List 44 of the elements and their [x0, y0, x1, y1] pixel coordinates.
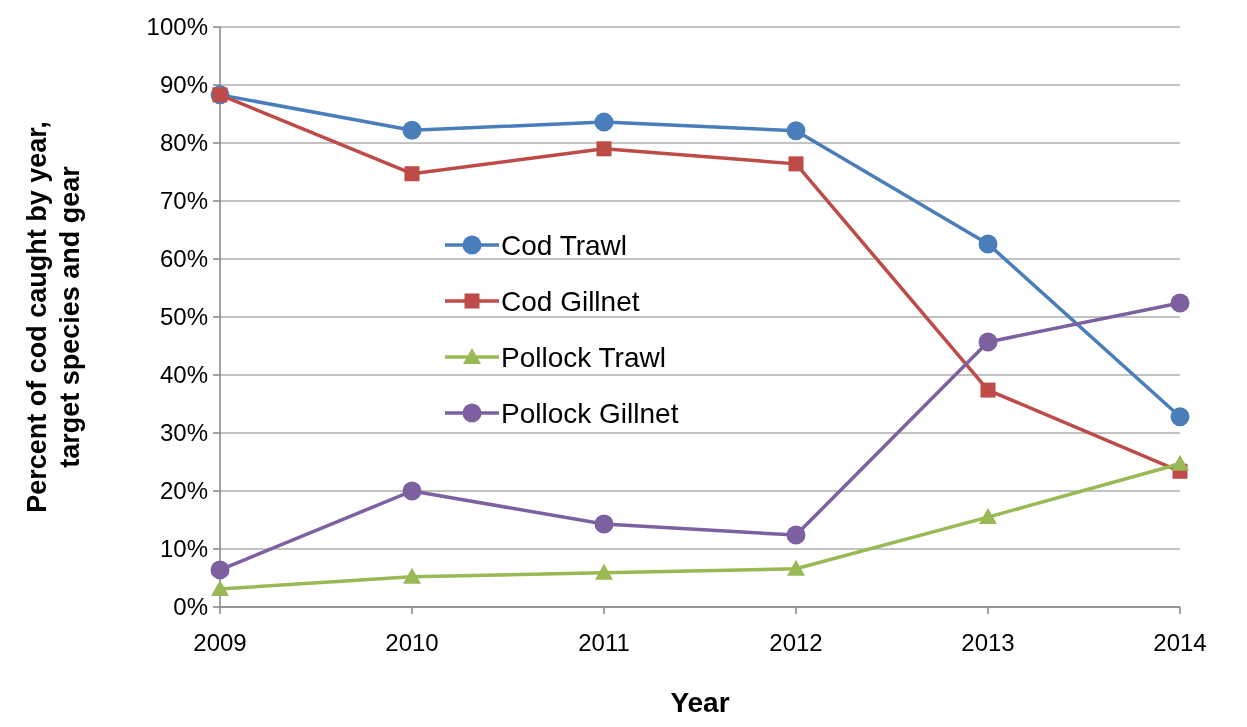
point: [594, 112, 614, 132]
legend-label: Pollock Gillnet: [501, 397, 679, 429]
point: [402, 481, 422, 501]
point: [787, 559, 805, 576]
y-tick-label: 20%: [159, 477, 208, 505]
point: [594, 514, 614, 534]
point: [786, 121, 806, 141]
legend-label: Cod Trawl: [501, 229, 628, 261]
y-tick-label: 30%: [159, 419, 208, 447]
x-axis-title: Year: [670, 687, 730, 718]
y-tick-label: 50%: [159, 303, 208, 331]
point: [788, 156, 804, 172]
point: [980, 382, 996, 398]
point: [979, 508, 997, 525]
y-tick-label: 80%: [159, 129, 208, 157]
x-tick-label: 2009: [193, 629, 247, 656]
y-tick-label: 40%: [159, 361, 208, 389]
point: [211, 580, 229, 597]
x-tick-label: 2010: [385, 629, 439, 656]
y-tick-label: 70%: [159, 187, 208, 215]
y-tick-label: 0%: [173, 593, 208, 621]
point: [402, 120, 422, 140]
point: [595, 563, 613, 580]
y-tick-label: 10%: [159, 535, 208, 563]
point: [404, 166, 420, 182]
point: [1170, 407, 1190, 427]
x-tick-label: 2013: [961, 629, 1015, 656]
point: [978, 234, 998, 254]
point: [596, 141, 612, 157]
point: [403, 567, 421, 584]
y-tick-label: 100%: [146, 13, 208, 41]
legend-label: Pollock Trawl: [501, 341, 666, 373]
y-tick-label: 60%: [159, 245, 208, 273]
point: [786, 525, 806, 545]
y-axis-title: Percent of cod caught by year, target species and gear: [22, 121, 85, 513]
point: [210, 560, 230, 580]
point: [1171, 454, 1189, 471]
y-tick-label: 90%: [159, 71, 208, 99]
x-tick-label: 2012: [769, 629, 823, 656]
point: [1170, 293, 1190, 313]
x-tick-label: 2011: [578, 629, 630, 656]
point: [978, 332, 998, 352]
x-tick-label: 2014: [1153, 629, 1207, 656]
legend-label: Cod Gillnet: [501, 285, 640, 317]
